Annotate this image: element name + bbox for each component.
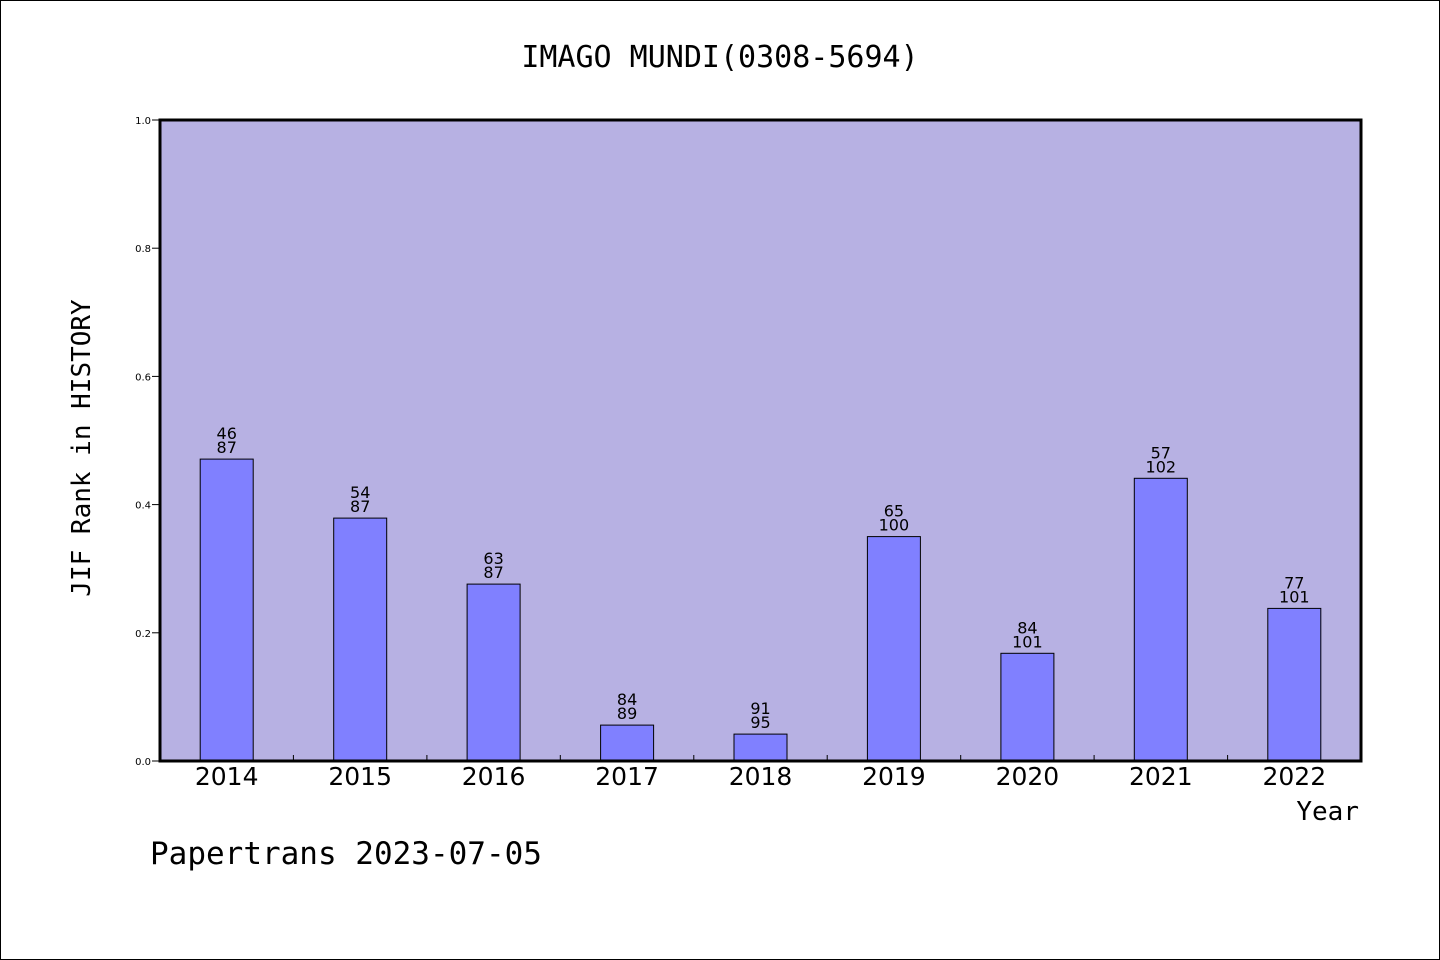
x-tick-label-2021: 2021 [1129, 762, 1193, 791]
rank-label-2020: 84 [1017, 618, 1037, 637]
total-label-2016: 87 [483, 563, 503, 582]
rank-label-2021: 57 [1151, 443, 1171, 462]
rank-label-2014: 46 [217, 424, 237, 443]
bars-group [199, 458, 1322, 762]
total-label-2018: 95 [750, 713, 770, 732]
y-axis: 0.0 0.2 0.4 0.6 0.8 1.0 [135, 116, 160, 768]
x-axis: 2014 2015 2016 2017 2018 2019 2020 2021 2022 [195, 755, 1326, 791]
rank-label-2019: 65 [884, 502, 904, 521]
y-tick-label: 1.0 [135, 116, 151, 127]
x-axis-label: Year [1296, 797, 1359, 827]
x-tick-label-2015: 2015 [328, 762, 392, 791]
total-label-2021: 102 [1146, 457, 1177, 476]
total-label-2020: 101 [1012, 632, 1043, 651]
x-tick-label-2022: 2022 [1262, 762, 1326, 791]
total-label-2017: 89 [617, 704, 637, 723]
rank-label-2018: 91 [750, 699, 770, 718]
total-label-2019: 100 [879, 516, 910, 535]
total-label-2022: 101 [1279, 587, 1310, 606]
bar-2019 [866, 536, 921, 762]
x-tick-label-2020: 2020 [996, 762, 1060, 791]
y-tick-label: 0.4 [135, 501, 151, 512]
rank-label-2016: 63 [483, 549, 503, 568]
y-tick-label: 0.8 [135, 244, 151, 255]
total-label-2015: 87 [350, 497, 370, 516]
bar-2020 [1000, 652, 1055, 762]
y-tick-label: 0.6 [135, 372, 151, 383]
rank-label-2015: 54 [350, 483, 370, 502]
bar-2021 [1133, 477, 1188, 762]
bar-2016 [466, 583, 521, 762]
x-tick-label-2014: 2014 [195, 762, 259, 791]
bar-2014 [199, 458, 254, 762]
bar-2017 [600, 724, 655, 762]
chart-title: IMAGO MUNDI(0308-5694) [521, 40, 918, 75]
y-tick-label: 0.0 [135, 757, 151, 768]
x-tick-label-2019: 2019 [862, 762, 926, 791]
rank-label-2017: 84 [617, 690, 637, 709]
bar-2022 [1267, 607, 1322, 762]
footer-credit: Papertrans 2023-07-05 [150, 836, 542, 872]
bar-2015 [333, 517, 388, 762]
x-tick-label-2016: 2016 [462, 762, 526, 791]
y-tick-label: 0.2 [135, 629, 151, 640]
bar-2018 [733, 733, 788, 762]
rank-label-2022: 77 [1284, 573, 1304, 592]
x-tick-label-2017: 2017 [595, 762, 659, 791]
plot-border [158, 118, 1363, 763]
y-axis-label: JIF Rank in HISTORY [67, 299, 97, 597]
x-tick-label-2018: 2018 [729, 762, 793, 791]
total-label-2014: 87 [217, 438, 237, 457]
